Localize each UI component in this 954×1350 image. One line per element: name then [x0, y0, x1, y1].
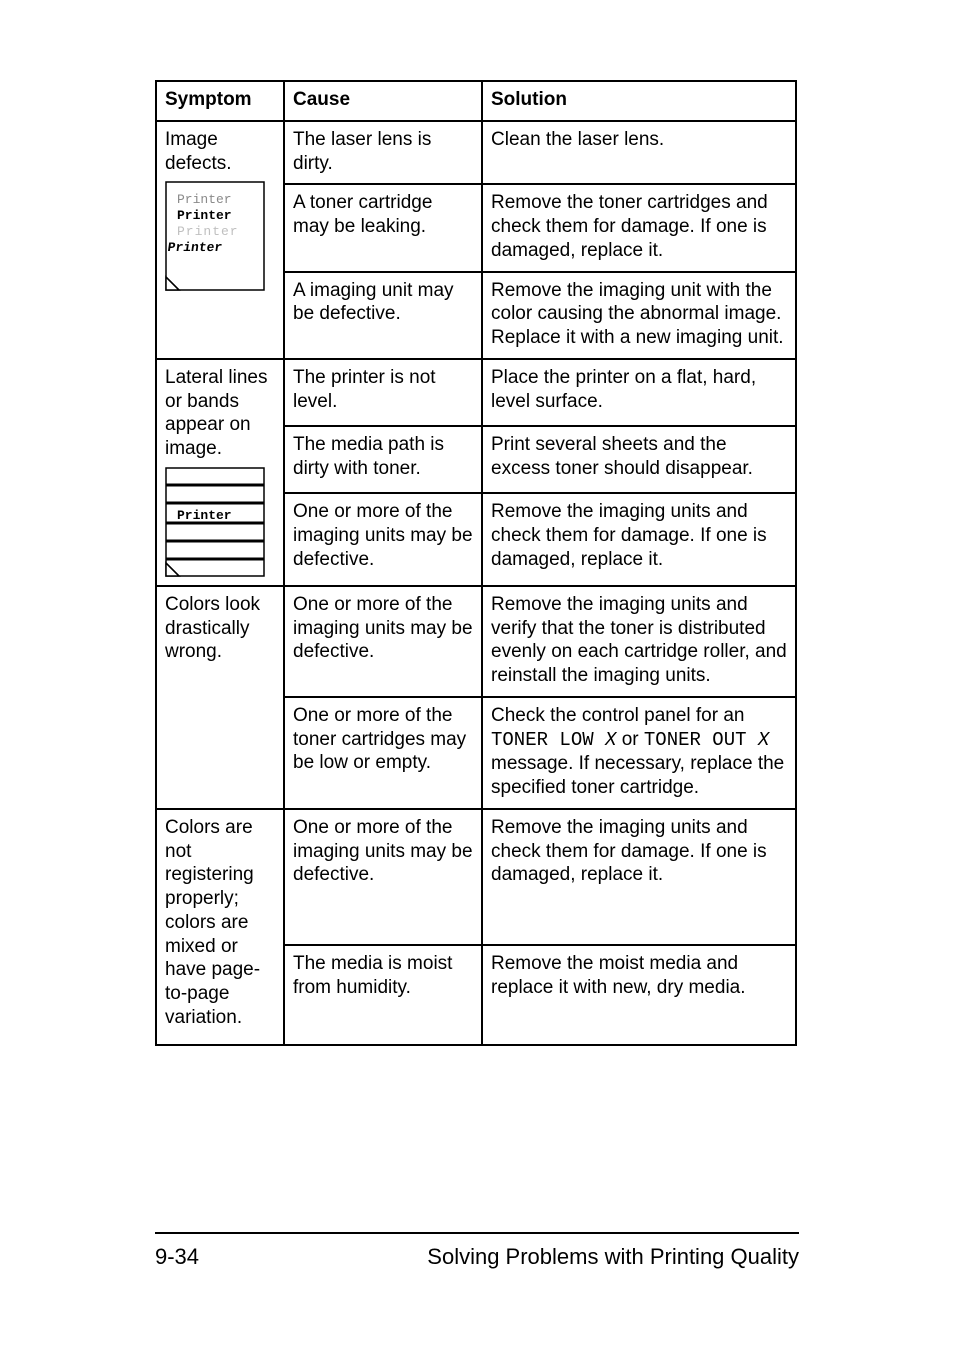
symptom-label: Colors are not registering properly; col… [165, 816, 275, 1030]
illustration-lateral-lines: Printer [165, 467, 275, 577]
cause-cell: The media path is dirty with toner. [284, 426, 482, 493]
cause-cell: The laser lens is dirty. [284, 121, 482, 185]
svg-text:Printer: Printer [177, 224, 239, 239]
svg-text:Printer: Printer [177, 208, 232, 223]
svg-text:Printer: Printer [177, 192, 232, 207]
solution-cell: Remove the imaging units and verify that… [482, 586, 796, 697]
cause-cell: The printer is not level. [284, 359, 482, 426]
symptom-label: Image defects. [165, 128, 275, 176]
cause-cell: A toner cartridge may be leaking. [284, 184, 482, 271]
svg-text:Printer: Printer [167, 240, 224, 255]
solution-cell: Place the printer on a flat, hard, level… [482, 359, 796, 426]
footer-title: Solving Problems with Printing Quality [427, 1244, 799, 1270]
cause-cell: A imaging unit may be defective. [284, 272, 482, 359]
illustration-image-defects: Printer Printer Printer Printer [165, 181, 275, 291]
header-symptom: Symptom [156, 81, 284, 121]
page-number: 9-34 [155, 1244, 199, 1270]
cause-cell: The media is moist from humidity. [284, 945, 482, 1044]
solution-cell: Remove the moist media and replace it wi… [482, 945, 796, 1044]
cause-cell: One or more of the imaging units may be … [284, 586, 482, 697]
symptom-label: Lateral lines or bands appear on image. [165, 366, 275, 461]
svg-text:Printer: Printer [177, 508, 232, 523]
solution-cell: Print several sheets and the excess tone… [482, 426, 796, 493]
table-header-row: Symptom Cause Solution [156, 81, 796, 121]
symptom-label: Colors look drastically wrong. [165, 593, 275, 664]
solution-cell: Clean the laser lens. [482, 121, 796, 185]
symptom-colors-not-registering: Colors are not registering properly; col… [156, 809, 284, 1045]
solution-cell: Remove the imaging unit with the color c… [482, 272, 796, 359]
solution-cell: Remove the imaging units and check them … [482, 809, 796, 945]
symptom-colors-wrong: Colors look drastically wrong. [156, 586, 284, 809]
solution-cell: Check the control panel for an TONER LOW… [482, 697, 796, 809]
header-solution: Solution [482, 81, 796, 121]
table-row: Colors look drastically wrong. One or mo… [156, 586, 796, 697]
cause-cell: One or more of the imaging units may be … [284, 809, 482, 945]
symptom-lateral-lines: Lateral lines or bands appear on image. … [156, 359, 284, 586]
table-row: Colors are not registering properly; col… [156, 809, 796, 945]
solution-cell: Remove the toner cartridges and check th… [482, 184, 796, 271]
table-row: Lateral lines or bands appear on image. … [156, 359, 796, 426]
solution-cell: Remove the imaging units and check them … [482, 493, 796, 585]
cause-cell: One or more of the toner cartridges may … [284, 697, 482, 809]
header-cause: Cause [284, 81, 482, 121]
page-footer: 9-34 Solving Problems with Printing Qual… [155, 1232, 799, 1270]
cause-cell: One or more of the imaging units may be … [284, 493, 482, 585]
troubleshooting-table: Symptom Cause Solution Image defects. Pr… [155, 80, 797, 1046]
symptom-image-defects: Image defects. Printer Printer Printer P… [156, 121, 284, 359]
table-row: Image defects. Printer Printer Printer P… [156, 121, 796, 185]
